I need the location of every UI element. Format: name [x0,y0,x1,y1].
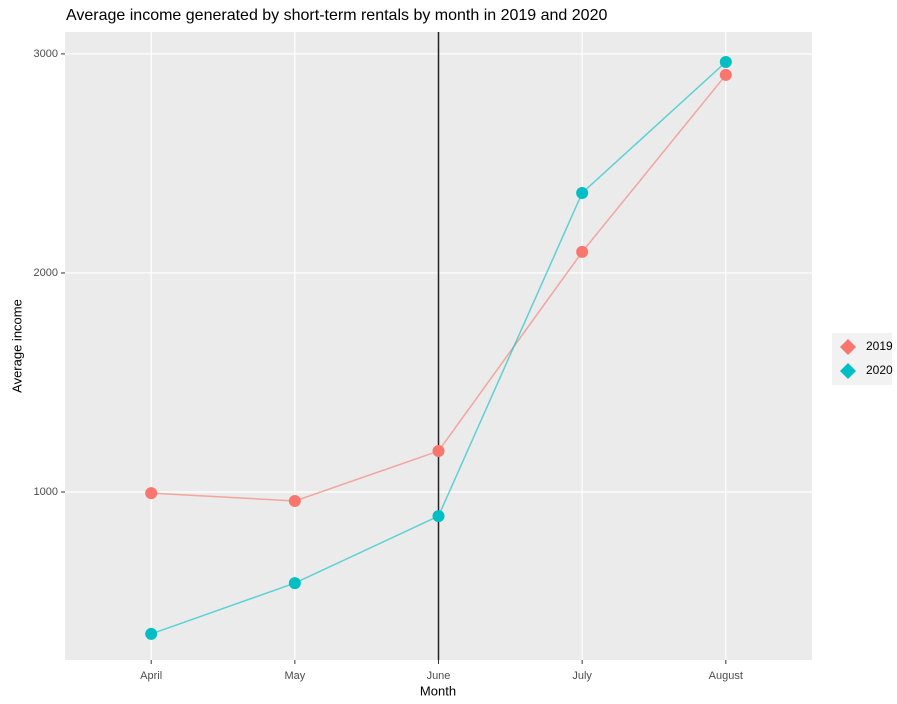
y-axis-title: Average income [9,299,24,393]
data-point [576,186,589,199]
data-point [288,577,301,590]
x-tick-label: August [709,670,743,682]
data-point [145,487,158,500]
data-point [432,445,445,458]
x-tick-label: May [284,670,305,682]
x-tick-label: April [140,670,162,682]
legend-marker [840,363,856,379]
x-tick-label: June [427,670,451,682]
data-point [288,494,301,507]
y-tick-label: 1000 [34,486,58,498]
chart-title: Average income generated by short-term r… [66,7,607,24]
legend-label: 2019 [866,339,893,353]
data-point [719,56,732,69]
legend-marker [840,339,856,355]
x-tick-label: July [572,670,592,682]
x-axis-title: Month [420,683,456,698]
data-point [719,68,732,81]
data-point [145,627,158,640]
legend-box [832,333,892,385]
legend-label: 2020 [866,363,893,377]
data-point [576,245,589,258]
y-tick-label: 2000 [34,267,58,279]
data-point [432,510,445,523]
y-tick-label: 3000 [34,48,58,60]
